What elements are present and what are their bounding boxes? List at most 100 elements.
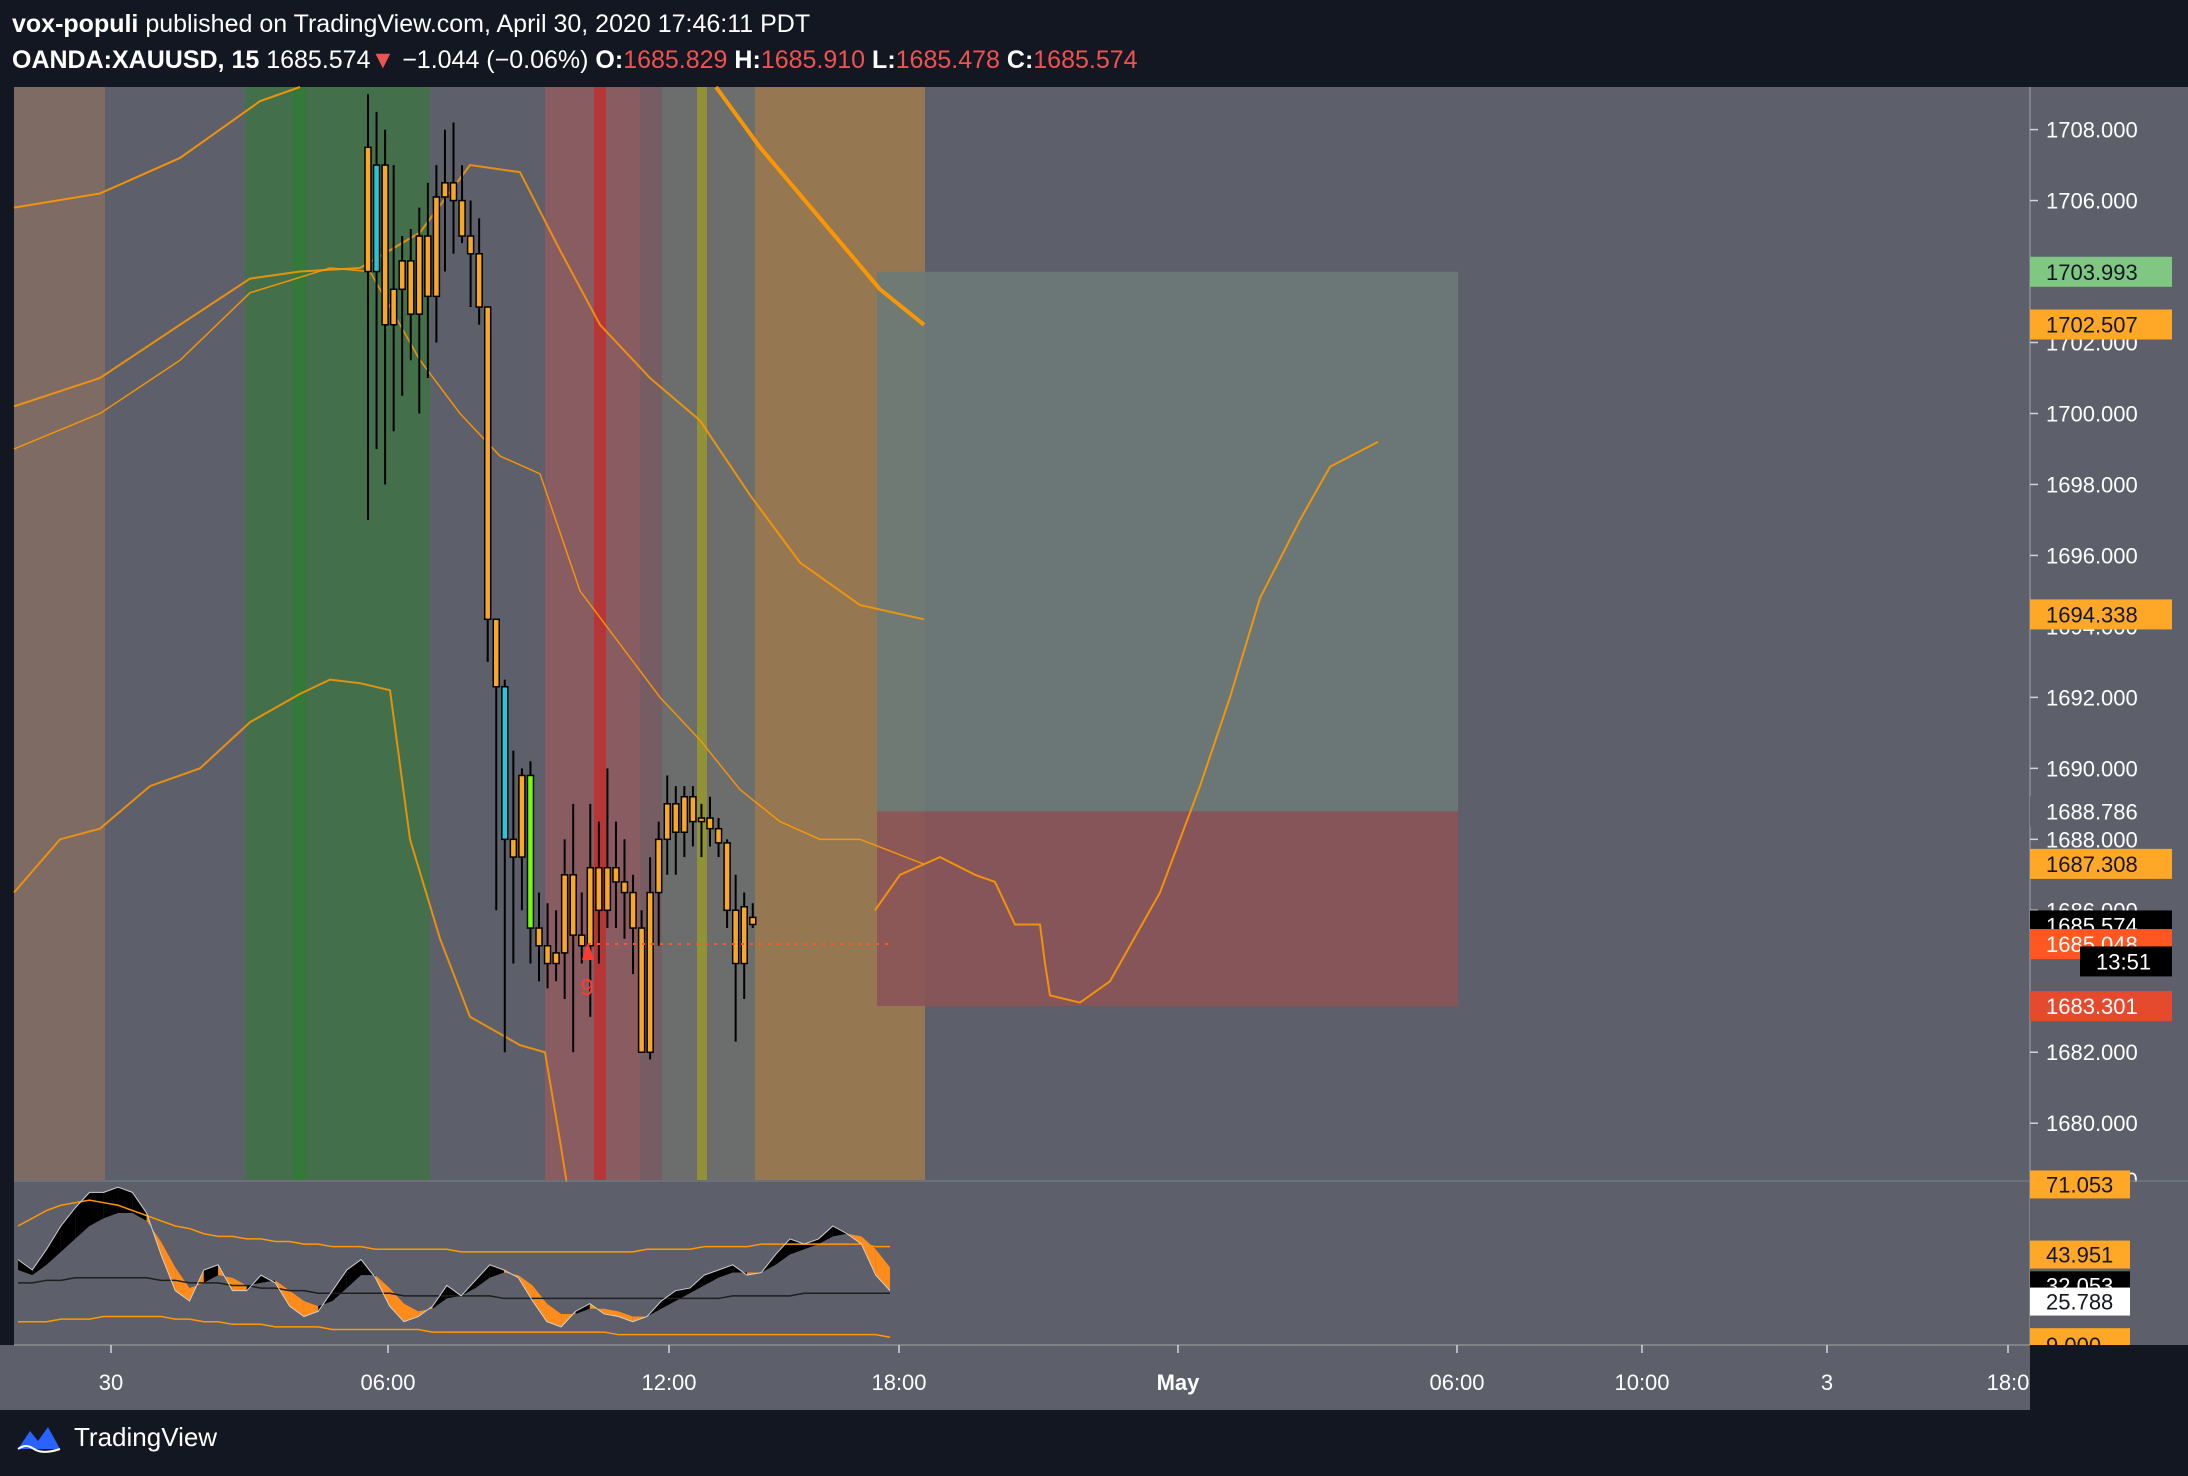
- candle[interactable]: [629, 891, 637, 929]
- candle[interactable]: [432, 196, 441, 298]
- osc-fast-line: [17, 1186, 891, 1328]
- y-tick-label: 1682.000: [2046, 1040, 2138, 1065]
- down-arrow-icon: ▼: [371, 46, 396, 74]
- lower-band: [13, 678, 581, 1266]
- candle[interactable]: [381, 164, 389, 326]
- candle[interactable]: [560, 874, 569, 954]
- y-tick-label: 1692.000: [2046, 685, 2138, 710]
- candle[interactable]: [637, 927, 646, 1053]
- candle[interactable]: [646, 891, 654, 1053]
- candle[interactable]: [389, 288, 398, 326]
- candle[interactable]: [535, 927, 543, 947]
- bull-fill: [775, 1238, 790, 1265]
- price-label-bg: [2030, 309, 2172, 340]
- candle[interactable]: [740, 906, 748, 965]
- bull-fill: [60, 1207, 76, 1252]
- page-area: [0, 0, 2188, 1410]
- tradingview-logo-icon: [17, 1426, 61, 1453]
- candle[interactable]: [526, 774, 535, 929]
- candle[interactable]: [672, 803, 680, 833]
- bull-fill: [18, 1259, 33, 1276]
- candle[interactable]: [372, 164, 381, 273]
- author-name[interactable]: vox-populi: [12, 10, 138, 38]
- candle[interactable]: [578, 934, 586, 947]
- candle[interactable]: [424, 235, 432, 298]
- candle[interactable]: [518, 774, 526, 858]
- last-price: 1685.574: [266, 46, 370, 74]
- x-tick-label: 06:00: [360, 1370, 415, 1395]
- bear-fill: [618, 1311, 633, 1322]
- bull-fill: [75, 1192, 90, 1239]
- candle[interactable]: [407, 260, 415, 315]
- x-tick-label: May: [1157, 1370, 1201, 1395]
- session-zone: [545, 87, 640, 1180]
- candle[interactable]: [612, 866, 620, 883]
- y-tick-label: 1700.000: [2046, 401, 2138, 426]
- trend-line: [714, 85, 926, 327]
- candle[interactable]: [415, 235, 424, 315]
- candle[interactable]: [706, 817, 714, 830]
- candle[interactable]: [458, 199, 466, 237]
- x-tick-label: 30: [99, 1370, 123, 1395]
- upper-band: [13, 86, 301, 209]
- candle[interactable]: [483, 306, 492, 621]
- candle[interactable]: [731, 909, 740, 965]
- price-label: 1688.786: [2046, 799, 2138, 824]
- bear-fill: [160, 1241, 176, 1291]
- candle[interactable]: [466, 235, 475, 255]
- candle[interactable]: [714, 827, 723, 844]
- band-lines: [13, 85, 1379, 1266]
- candle[interactable]: [398, 260, 406, 291]
- y-tick-label: 1698.000: [2046, 472, 2138, 497]
- candle[interactable]: [723, 842, 731, 912]
- candle[interactable]: [492, 618, 500, 688]
- x-tick-label: 06:00: [1429, 1370, 1484, 1395]
- candle[interactable]: [595, 866, 603, 912]
- osc-label-bg: [2030, 1287, 2130, 1316]
- stop-zone[interactable]: [877, 811, 1458, 1007]
- candle[interactable]: [654, 838, 663, 894]
- close-value: 1685.574: [1033, 46, 1137, 74]
- candle[interactable]: [663, 803, 671, 841]
- candle[interactable]: [364, 146, 372, 273]
- candle[interactable]: [586, 866, 595, 947]
- candle[interactable]: [603, 866, 612, 912]
- candle[interactable]: [620, 881, 629, 894]
- high-label: H:: [734, 46, 760, 74]
- candle[interactable]: [680, 795, 689, 833]
- bull-fill: [689, 1275, 705, 1294]
- price-label-bg: [2030, 256, 2172, 287]
- target-zone[interactable]: [877, 271, 1458, 812]
- open-value: 1685.829: [623, 46, 727, 74]
- candle[interactable]: [509, 838, 518, 858]
- candle[interactable]: [569, 874, 577, 936]
- signal-arrow-icon: [582, 942, 594, 960]
- publish-info: published on TradingView.com, April 30, …: [145, 10, 810, 38]
- bear-fill: [389, 1288, 404, 1322]
- bull-fill: [32, 1249, 47, 1276]
- ohlc-line: OANDA:XAUUSD, 15 1685.574▼ −1.044 (−0.06…: [12, 42, 2172, 78]
- open-label: O:: [595, 46, 623, 74]
- time-axis: 30 06:00 12:00 18:00 May 06:00 10:00 3 18:0: [0, 1344, 2188, 1410]
- candle[interactable]: [689, 795, 697, 823]
- x-tick-label: 18:00: [871, 1370, 926, 1395]
- bull-fill: [575, 1303, 590, 1314]
- oscillator-pane-background[interactable]: [14, 1182, 2030, 1345]
- signal-count-label: 9: [580, 974, 593, 1001]
- candle[interactable]: [552, 952, 560, 965]
- high-value: 1685.910: [761, 46, 865, 74]
- candle[interactable]: [441, 182, 449, 198]
- time-axis-bg[interactable]: [0, 1345, 2188, 1410]
- footer: TradingView: [14, 1422, 217, 1453]
- price-chart[interactable]: 9 1708.0001706.0001704.0001702.0001700.0…: [0, 0, 2188, 1410]
- footer-brand[interactable]: TradingView: [74, 1422, 218, 1452]
- candles: [364, 94, 757, 1060]
- bull-fill: [103, 1187, 119, 1219]
- candle[interactable]: [475, 253, 483, 308]
- symbol-label[interactable]: OANDA:XAUUSD, 15: [12, 46, 259, 74]
- candle[interactable]: [543, 945, 552, 965]
- candle[interactable]: [697, 817, 706, 823]
- candle[interactable]: [501, 685, 509, 841]
- candle[interactable]: [449, 182, 458, 202]
- candle[interactable]: [749, 916, 757, 926]
